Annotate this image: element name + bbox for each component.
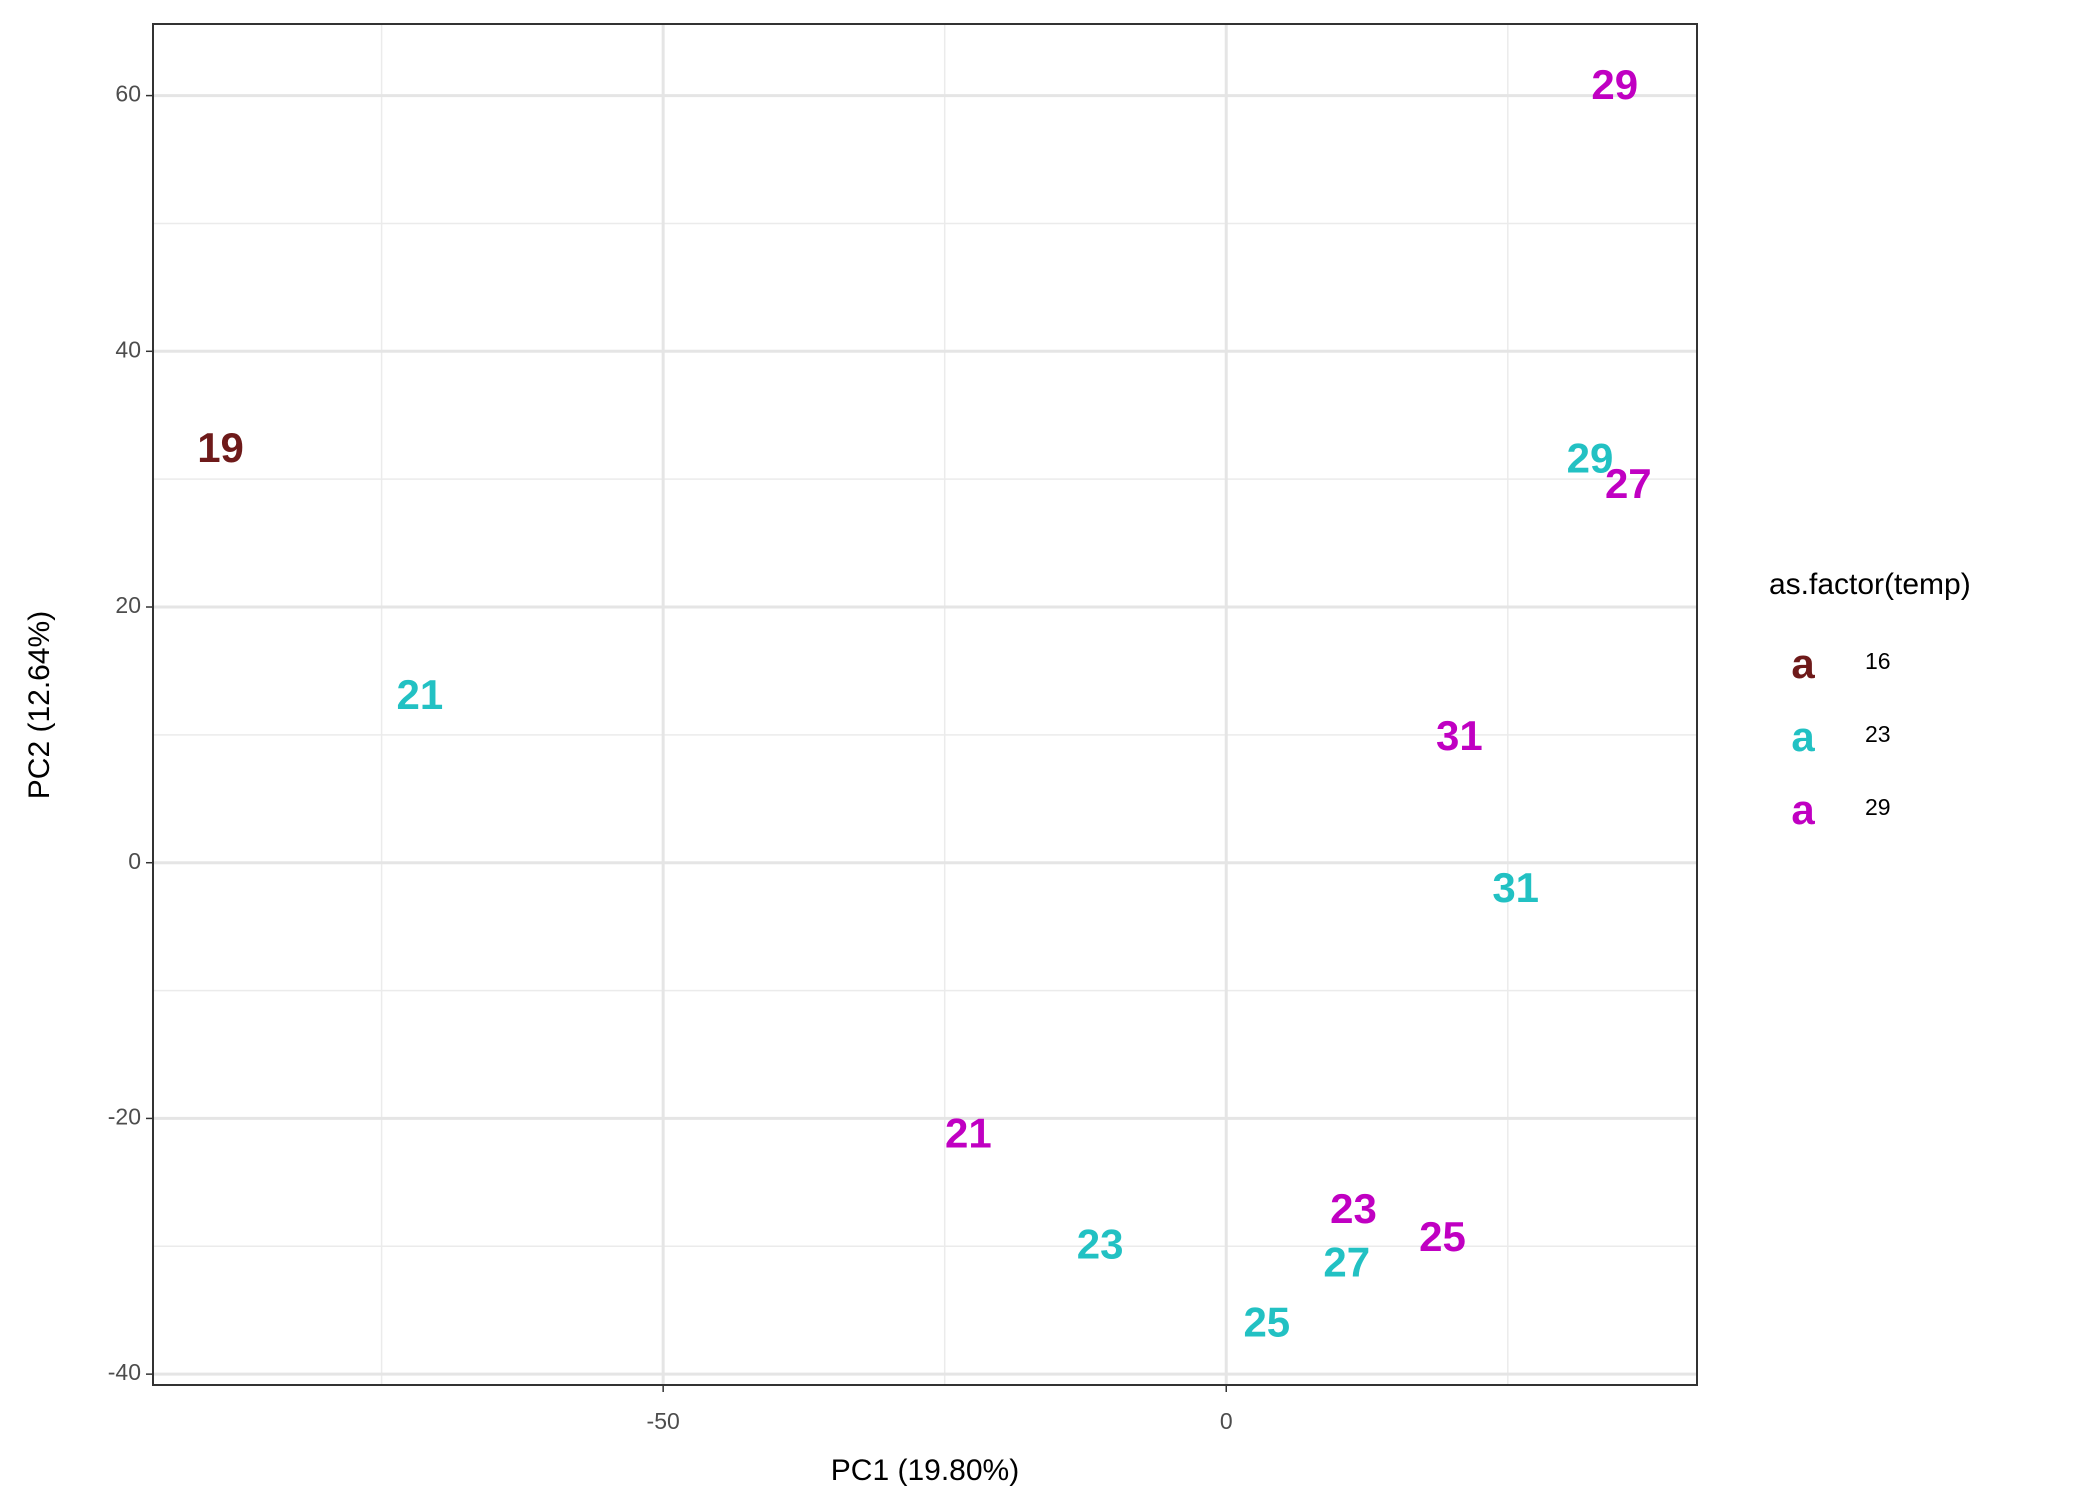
legend-key: a xyxy=(1791,786,1815,833)
point-label: 27 xyxy=(1323,1239,1370,1286)
legend-key: a xyxy=(1791,713,1815,760)
point-label: 19 xyxy=(197,424,244,471)
y-tick-label: -40 xyxy=(108,1359,141,1385)
x-tick-label: 0 xyxy=(1220,1408,1233,1434)
y-tick-label: 40 xyxy=(115,336,141,362)
legend-label: 23 xyxy=(1865,721,1891,747)
point-label: 21 xyxy=(945,1109,992,1156)
y-tick-label: 20 xyxy=(115,592,141,618)
y-tick-label: 60 xyxy=(115,81,141,107)
legend-label: 16 xyxy=(1865,648,1891,674)
legend-key: a xyxy=(1791,640,1815,687)
y-tick-label: -20 xyxy=(108,1104,141,1130)
y-tick-label: 0 xyxy=(128,848,141,874)
point-label: 25 xyxy=(1243,1299,1290,1346)
x-tick-label: -50 xyxy=(647,1408,680,1434)
panel-border xyxy=(152,23,1698,1386)
point-label: 31 xyxy=(1492,864,1539,911)
point-label: 21 xyxy=(397,671,444,718)
point-label: 29 xyxy=(1567,434,1614,481)
point-label: 27 xyxy=(1605,460,1652,507)
point-label: 23 xyxy=(1077,1221,1124,1268)
point-label: 29 xyxy=(1591,61,1638,108)
legend-title: as.factor(temp) xyxy=(1769,568,1971,601)
legend-label: 29 xyxy=(1865,794,1891,820)
y-axis-title: PC2 (12.64%) xyxy=(23,611,56,799)
point-label: 31 xyxy=(1436,712,1483,759)
x-axis-title: PC1 (19.80%) xyxy=(831,1454,1019,1487)
point-label: 25 xyxy=(1419,1213,1466,1260)
point-label: 23 xyxy=(1330,1185,1377,1232)
